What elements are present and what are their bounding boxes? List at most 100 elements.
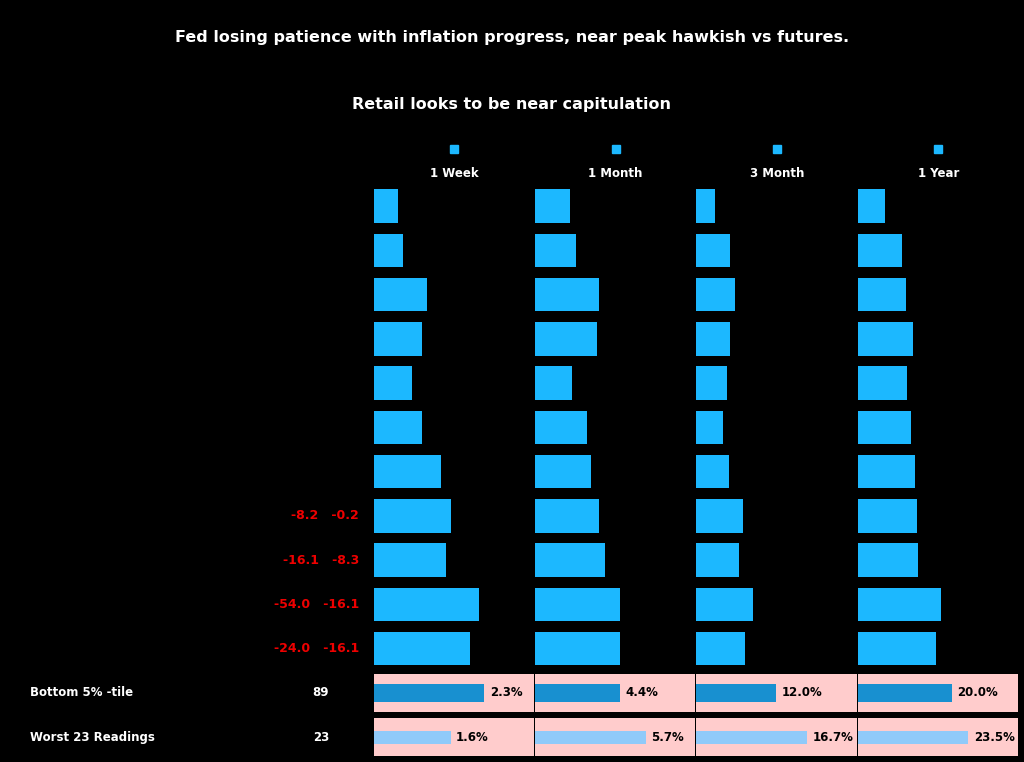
Bar	[858, 543, 918, 577]
Bar	[374, 367, 413, 400]
Text: 4.7%: 4.7%	[733, 378, 762, 388]
Bar	[374, 278, 427, 312]
Bar	[696, 367, 727, 400]
Text: 16.7%: 16.7%	[812, 731, 853, 744]
Bar	[858, 731, 968, 744]
Text: 1 Month: 1 Month	[589, 167, 643, 180]
Text: 5.1%: 5.1%	[735, 245, 764, 255]
Text: 1.9%: 1.9%	[578, 378, 606, 388]
Bar	[535, 731, 645, 744]
Text: 4.0%: 4.0%	[728, 422, 757, 432]
Bar	[858, 632, 936, 665]
Text: 3.3%: 3.3%	[604, 511, 633, 521]
Bar	[535, 322, 597, 356]
Text: 7.4%: 7.4%	[751, 644, 779, 654]
Text: 12.8%: 12.8%	[924, 555, 958, 565]
Bar	[696, 278, 735, 312]
Text: 1.6%: 1.6%	[456, 731, 488, 744]
Bar	[858, 190, 885, 223]
Text: Worst 23 Readings: Worst 23 Readings	[30, 731, 155, 744]
Text: -8.2   -0.2: -8.2 -0.2	[291, 510, 358, 523]
Text: 11.8%: 11.8%	[919, 334, 954, 344]
Bar	[374, 411, 422, 444]
Bar	[858, 278, 905, 312]
Text: 1 Year: 1 Year	[918, 167, 958, 180]
Text: 7.1%: 7.1%	[749, 511, 777, 521]
Text: 20.0%: 20.0%	[957, 687, 998, 700]
Text: 11.4%: 11.4%	[916, 422, 952, 432]
Text: 6.4%: 6.4%	[744, 555, 772, 565]
Bar	[535, 190, 570, 223]
Bar	[374, 731, 451, 744]
Text: 0.5%: 0.5%	[403, 201, 431, 211]
Text: 1.0%: 1.0%	[427, 334, 456, 344]
Bar	[535, 588, 621, 621]
Bar	[858, 499, 918, 533]
Text: 5.1%: 5.1%	[735, 334, 764, 344]
Text: 23: 23	[312, 731, 329, 744]
Text: 4.4%: 4.4%	[626, 644, 654, 654]
Text: 4.4%: 4.4%	[626, 600, 654, 610]
Bar	[858, 411, 911, 444]
Bar	[374, 632, 470, 665]
Bar	[696, 455, 729, 488]
Bar	[696, 411, 723, 444]
Text: 17.8%: 17.8%	[947, 600, 982, 610]
Text: 3.6%: 3.6%	[610, 555, 639, 565]
Bar	[858, 234, 902, 267]
Bar	[374, 588, 479, 621]
Text: 2.8%: 2.8%	[720, 201, 749, 211]
Bar	[858, 588, 941, 621]
Text: 12.2%: 12.2%	[921, 466, 956, 477]
Bar	[535, 411, 588, 444]
Text: -54.0   -16.1: -54.0 -16.1	[273, 598, 358, 611]
Bar	[858, 455, 915, 488]
Text: 12.0%: 12.0%	[781, 687, 822, 700]
Text: -16.1   -8.3: -16.1 -8.3	[283, 554, 358, 567]
Bar	[374, 499, 451, 533]
Text: 5.7%: 5.7%	[651, 731, 684, 744]
Text: -24.0   -16.1: -24.0 -16.1	[273, 642, 358, 655]
Text: Bottom 5% -tile: Bottom 5% -tile	[30, 687, 133, 700]
Text: 3.3%: 3.3%	[604, 290, 633, 299]
Bar	[858, 322, 913, 356]
Text: 2.3%: 2.3%	[489, 687, 522, 700]
Text: 1.4%: 1.4%	[446, 466, 475, 477]
Text: 3.2%: 3.2%	[602, 334, 631, 344]
Bar	[696, 632, 745, 665]
Bar	[535, 278, 599, 312]
Text: 8.6%: 8.6%	[759, 600, 787, 610]
Bar	[535, 367, 571, 400]
Bar	[374, 684, 484, 703]
Bar	[535, 543, 605, 577]
Text: 10.4%: 10.4%	[912, 378, 947, 388]
Bar	[696, 588, 754, 621]
Text: 3 Month: 3 Month	[750, 167, 804, 180]
Bar	[535, 499, 599, 533]
Text: 0.6%: 0.6%	[409, 245, 436, 255]
Bar	[535, 684, 621, 703]
Text: 1.5%: 1.5%	[452, 555, 479, 565]
Text: 9.5%: 9.5%	[908, 245, 936, 255]
Text: 2.9%: 2.9%	[597, 466, 626, 477]
Bar	[535, 455, 591, 488]
Text: 12.7%: 12.7%	[923, 511, 958, 521]
Text: Fed losing patience with inflation progress, near peak hawkish vs futures.: Fed losing patience with inflation progr…	[175, 30, 849, 45]
Text: 2.0%: 2.0%	[475, 644, 504, 654]
Bar	[374, 543, 445, 577]
Text: 5.0%: 5.0%	[735, 466, 763, 477]
Bar	[535, 234, 575, 267]
Bar	[858, 684, 951, 703]
Text: 4.4%: 4.4%	[626, 687, 658, 700]
Bar	[696, 684, 776, 703]
Bar	[696, 731, 807, 744]
Bar	[696, 499, 743, 533]
Bar	[696, 190, 715, 223]
Text: 5.9%: 5.9%	[741, 290, 769, 299]
Text: 2.1%: 2.1%	[582, 245, 609, 255]
Text: Retail looks to be near capitulation: Retail looks to be near capitulation	[352, 97, 672, 111]
Text: 23.5%: 23.5%	[974, 731, 1015, 744]
Text: 16.6%: 16.6%	[941, 644, 977, 654]
Bar	[374, 455, 441, 488]
Bar	[696, 322, 730, 356]
